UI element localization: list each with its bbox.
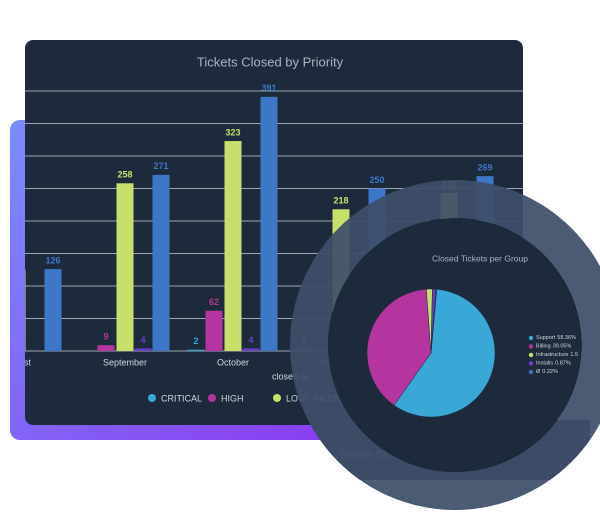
bar-value-label: 4 (248, 335, 253, 345)
pie-legend-marker (528, 369, 534, 375)
legend-label: CRITICAL (161, 393, 202, 403)
pie-legend-name: Installs (536, 361, 553, 367)
pie-legend-name: Billing (536, 344, 551, 350)
bar-value-label: 2 (193, 336, 198, 346)
pie-legend-name: Infrastructure (536, 352, 568, 358)
pie-legend-value: 58.36% (557, 335, 576, 341)
pie-legend-marker (528, 335, 534, 341)
chart-title: Tickets Closed by Priority (197, 54, 344, 69)
bar (44, 269, 62, 351)
bar-value-label: 269 (477, 163, 492, 173)
bar-value-label: 4 (140, 335, 145, 345)
bar-value-label: 323 (225, 127, 240, 137)
bar (242, 348, 260, 351)
x-tick-label: August (3, 357, 32, 367)
bar (187, 349, 205, 351)
bar (116, 183, 134, 351)
x-tick-label: October (217, 357, 249, 367)
bar (152, 174, 170, 351)
pie-legend: Support 58.36% Billing 39.05% Infrastructure… (528, 335, 583, 375)
legend-marker (148, 394, 156, 402)
pie-slice (430, 288, 438, 354)
bar-value-label: 62 (209, 297, 219, 307)
pie-legend-marker (528, 352, 534, 358)
bar-value-label: 218 (333, 196, 348, 206)
bar (260, 96, 278, 351)
pie-legend-label: Billing 39.05% (536, 344, 571, 350)
legend-marker (208, 394, 216, 402)
pie-legend-label: Installs 0.87% (536, 361, 571, 367)
bar-value-label: 271 (153, 161, 168, 171)
legend-label: LOW (286, 393, 307, 403)
pie-legend-label: Ø 0.22% (536, 369, 558, 375)
pie-legend-marker (528, 361, 534, 366)
bar-value-label: 258 (117, 170, 132, 180)
legend-marker (273, 394, 281, 402)
pie-legend-name: Ø (536, 369, 541, 375)
pie-slice (366, 288, 432, 406)
bar (25, 269, 26, 351)
x-axis-label: closed at (272, 371, 309, 381)
legend-label: HIGH (221, 393, 244, 403)
bar-value-label: 391 (261, 83, 276, 93)
pie-title: Closed Tickets per Group (432, 253, 528, 263)
bar (97, 345, 115, 351)
bar-value-label: 126 (45, 255, 60, 265)
bar-value-label: 250 (369, 175, 384, 185)
pie-legend-value: 0.22% (542, 369, 558, 375)
pie-slice (393, 288, 496, 418)
pie-legend-marker (528, 344, 534, 349)
ring (290, 180, 600, 510)
pie-legend-value: 0.87% (555, 361, 571, 367)
pie-legend-label: Support 58.36% (536, 335, 576, 341)
x-tick-label: September (103, 357, 147, 367)
pie-legend-label: Infrastructure 1.5% (536, 352, 583, 358)
pie-legend-value: 1.5% (570, 352, 583, 358)
pie-legend-name: Support (536, 335, 556, 341)
bar (205, 310, 223, 351)
bar (134, 348, 152, 351)
pie-legend-value: 39.05% (553, 344, 572, 350)
bar (224, 141, 242, 351)
pie (366, 288, 496, 418)
bar-value-label: 9 (103, 332, 108, 342)
